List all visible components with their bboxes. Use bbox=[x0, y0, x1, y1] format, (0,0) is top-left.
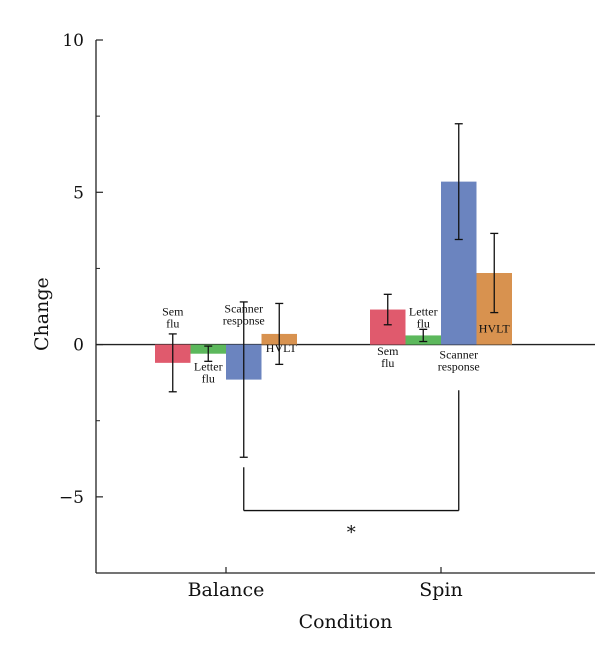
bar-label-hvlt: HVLT bbox=[479, 321, 511, 335]
bar-label-scanner: response bbox=[223, 314, 265, 328]
y-tick-label: −5 bbox=[59, 488, 84, 508]
x-axis-title: Condition bbox=[299, 611, 393, 633]
bar-label-letterflu: flu bbox=[417, 317, 430, 331]
y-tick-label: 5 bbox=[73, 183, 84, 203]
bar-label-scanner: Scanner bbox=[439, 347, 478, 361]
x-tick-label: Spin bbox=[419, 579, 463, 601]
y-axis-title: Change bbox=[31, 277, 53, 351]
bar-label-semflu: Sem bbox=[377, 344, 399, 358]
bar-label-scanner: response bbox=[438, 359, 480, 373]
bar-label-letterflu: flu bbox=[202, 371, 215, 385]
x-tick-label: Balance bbox=[188, 579, 265, 601]
y-tick-label: 0 bbox=[73, 336, 84, 356]
bar-label-semflu: flu bbox=[166, 317, 179, 331]
significance-marker: * bbox=[347, 523, 356, 544]
bar-label-letterflu: Letter bbox=[409, 305, 438, 319]
bar-label-semflu: Sem bbox=[162, 305, 184, 319]
bar-label-semflu: flu bbox=[381, 356, 394, 370]
bar-label-hvlt: HVLT bbox=[266, 341, 298, 355]
bar-label-letterflu: Letter bbox=[194, 359, 223, 373]
y-tick-label: 10 bbox=[62, 31, 84, 51]
bar-label-scanner: Scanner bbox=[224, 302, 263, 316]
